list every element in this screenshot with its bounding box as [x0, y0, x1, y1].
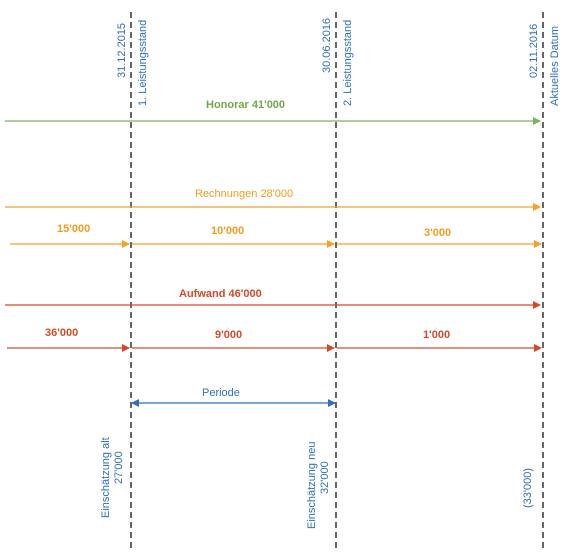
aufwand-segment-1-label: 36'000	[45, 327, 79, 339]
einschaetzung-alt-value: 27'000	[113, 451, 125, 484]
rechnungen-label: Rechnungen 28'000	[195, 188, 294, 200]
rechnungen-segment-3-label: 3'000	[424, 227, 452, 239]
aufwand-segment-3-label: 1'000	[423, 329, 451, 341]
einschaetzung-neu-value: 32'000	[319, 461, 331, 494]
einschaetzung-neu-title: Einschätzung neu	[306, 441, 318, 529]
rechnungen-segment-1-label: 15'000	[57, 223, 91, 235]
aufwand-label: Aufwand 46'000	[179, 288, 262, 300]
honorar-label: Honorar 41'000	[206, 99, 286, 111]
aufwand-segment-2-label: 9'000	[215, 329, 243, 341]
periode-label: Periode	[202, 387, 240, 399]
rechnungen-segment-2-label: 10'000	[211, 225, 245, 237]
einschaetzung-alt-title: Einschätzung alt	[100, 437, 112, 518]
status-label-1: 1. Leistungsstand	[137, 19, 149, 106]
status-label-2: 2. Leistungsstand	[342, 19, 354, 106]
einschaetzung-current-value: (33'000)	[522, 467, 534, 508]
date-label-3: 02.11.2016	[528, 23, 540, 78]
date-label-1: 31.12.2015	[116, 22, 128, 78]
status-label-3: Aktuelles Datum	[549, 25, 561, 106]
date-label-2: 30.06.2016	[321, 17, 333, 73]
